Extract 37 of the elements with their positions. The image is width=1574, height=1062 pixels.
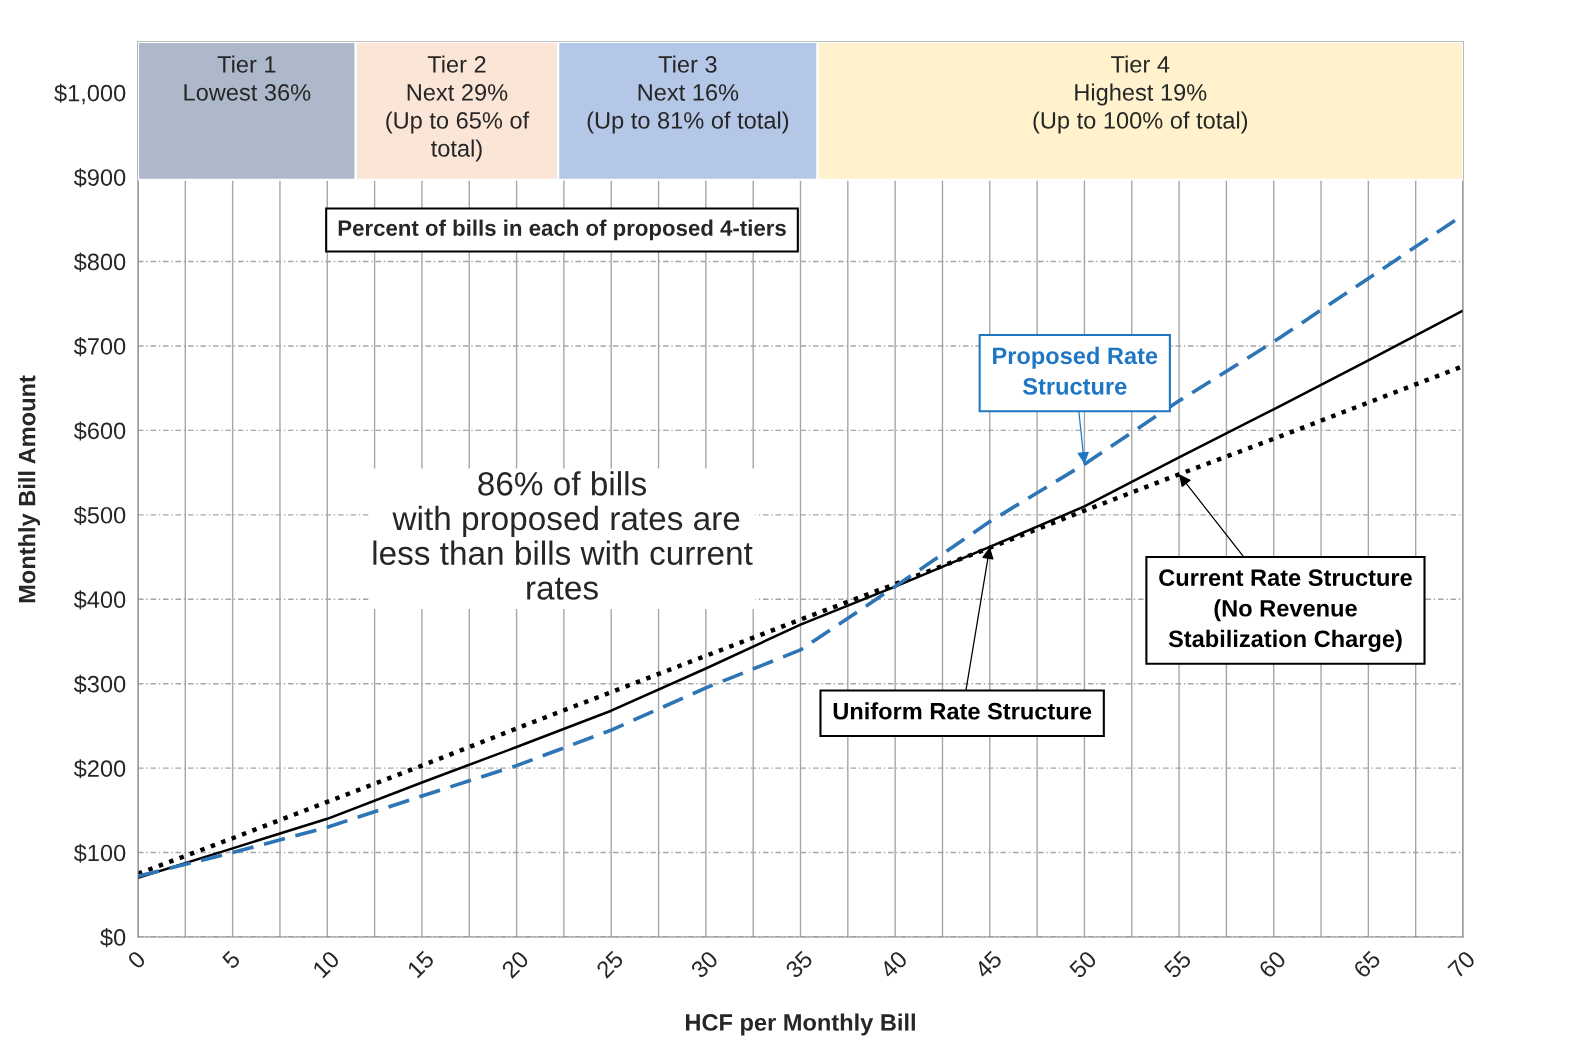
band-label: Tier 4 Highest 19% (Up to 100% of total)	[1033, 55, 1248, 134]
band-label: Tier 3 Next 16% (Up to 81% of total)	[587, 55, 789, 134]
x-tick-label: 5	[221, 950, 242, 970]
x-tick-label: 50	[1068, 949, 1098, 979]
x-tick-label: 35	[784, 949, 814, 979]
y-axis-title: Monthly Bill Amount	[18, 375, 41, 603]
annotation: Uniform Rate Structure	[833, 702, 1092, 720]
x-tick-label: 15	[406, 950, 435, 979]
annotation: Current Rate Structure (No Revenue Stabilization Charge)	[1159, 569, 1412, 652]
annotation: Proposed Rate Structure	[993, 346, 1158, 395]
y-tick-label: $1,000	[54, 83, 126, 105]
annotation: Percent of bills in each of proposed 4-tiers	[338, 219, 786, 241]
y-tick-label: $600	[73, 421, 126, 441]
y-tick-label: $900	[73, 168, 126, 188]
band-label: Tier 1 Lowest 36%	[184, 55, 311, 101]
x-tick-label: 10	[311, 949, 341, 979]
x-tick-label: 70	[1447, 949, 1477, 979]
x-tick-label: 65	[1352, 949, 1382, 979]
annotation: 86% of bills with proposed rates are less than bills with current rates	[373, 471, 753, 600]
x-tick-label: 0	[126, 949, 147, 970]
x-tick-label: 45	[973, 950, 1003, 980]
x-tick-label: 20	[500, 949, 530, 979]
y-tick-label: $100	[73, 843, 126, 863]
x-tick-label: 30	[689, 949, 719, 979]
x-tick-label: 60	[1257, 949, 1287, 979]
y-tick-label: $200	[73, 759, 126, 779]
y-tick-label: $0	[100, 928, 126, 948]
x-tick-label: 40	[878, 949, 909, 980]
y-tick-label: $400	[73, 590, 126, 610]
band-label: Tier 2 Next 29% (Up to 65% of total)	[386, 55, 530, 162]
y-tick-label: $300	[73, 674, 126, 694]
y-tick-label: $700	[73, 337, 126, 357]
y-tick-label: $500	[73, 505, 126, 526]
y-tick-label: $800	[73, 252, 126, 272]
x-axis-title: HCF per Monthly Bill	[686, 1013, 915, 1036]
x-tick-label: 55	[1163, 950, 1193, 979]
x-tick-label: 25	[595, 949, 625, 979]
